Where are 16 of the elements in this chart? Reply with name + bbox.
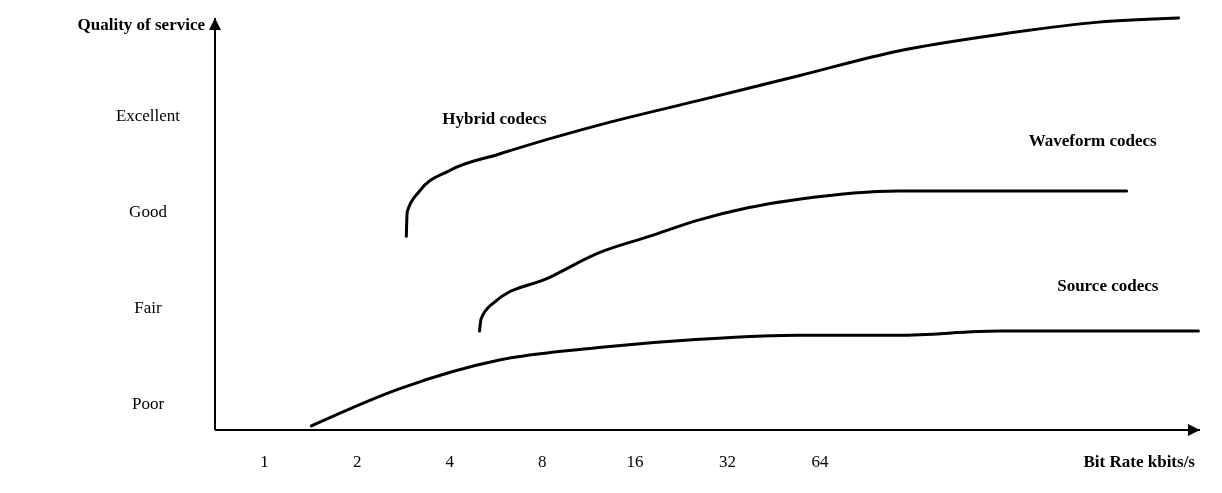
text: Source codecs xyxy=(1057,276,1159,296)
x-tick-label: 32 xyxy=(719,452,736,471)
x-axis-title: Bit Rate kbits/s xyxy=(1083,452,1196,471)
x-tick-label: 64 xyxy=(811,452,830,471)
text: Waveform codecs xyxy=(1028,131,1157,151)
text: Poor xyxy=(131,393,165,413)
x-tick-label: 4 xyxy=(445,452,455,471)
x-tick-label: 2 xyxy=(352,452,362,471)
text: Excellent xyxy=(115,105,181,125)
x-tick-label: 1 xyxy=(260,452,269,471)
x-tick-label: 8 xyxy=(538,452,547,471)
series-label: Hybrid codecs xyxy=(442,109,548,129)
x-tick-label: 16 xyxy=(626,452,644,471)
text: Fair xyxy=(134,297,163,317)
y-axis-title: Quality of service xyxy=(77,15,206,34)
text: Good xyxy=(129,201,168,221)
